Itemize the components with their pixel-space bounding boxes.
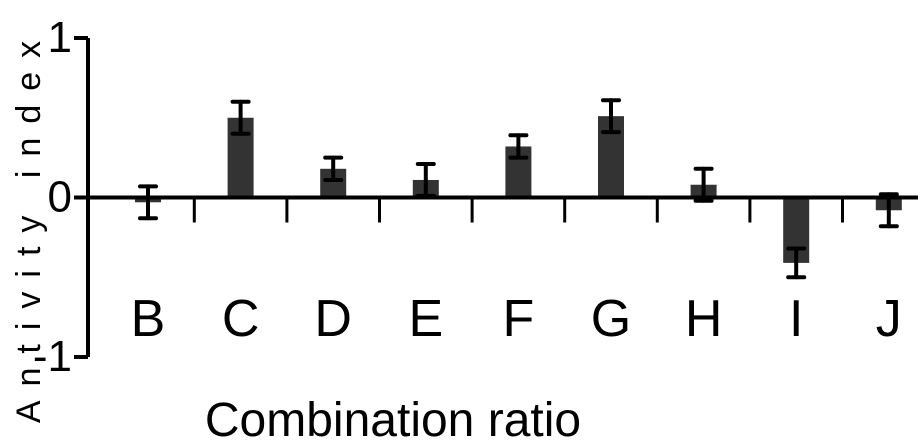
error-bars-group (138, 98, 899, 280)
x-tick-label-E: E (408, 290, 443, 348)
error-bar-C (230, 99, 251, 136)
y-axis-label: Antivity index (10, 27, 48, 423)
x-axis-label: Combination ratio (205, 394, 581, 443)
x-tick-label-J: J (876, 290, 902, 348)
error-bar-D (323, 155, 344, 182)
x-tick-label-I: I (789, 290, 803, 348)
x-tick-label-F: F (503, 290, 535, 348)
x-tick-label-G: G (591, 290, 631, 348)
error-bar-B (138, 184, 158, 221)
y-tick-label: 1 (48, 13, 72, 62)
error-bar-H (693, 166, 714, 203)
category-separators (192, 197, 844, 223)
error-bar-G (601, 98, 621, 135)
y-ticks-group: -1 0 1 (33, 13, 88, 381)
x-tick-label-C: C (222, 290, 260, 348)
x-tick-label-H: H (685, 290, 723, 348)
error-bar-I (786, 246, 807, 280)
x-tick-label-B: B (131, 290, 166, 348)
y-tick-label: 0 (48, 173, 72, 222)
error-bar-F (508, 133, 529, 160)
error-bar-J (878, 192, 899, 229)
x-tick-label-D: D (314, 290, 352, 348)
y-tick-label: -1 (33, 332, 72, 381)
